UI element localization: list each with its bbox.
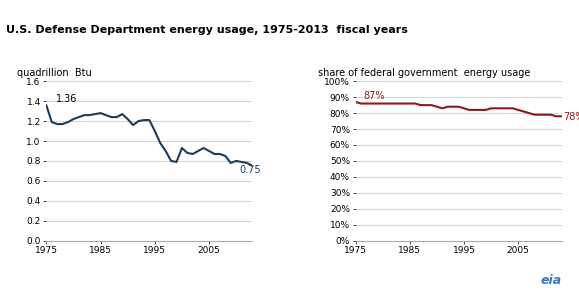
Text: U.S. Defense Department energy usage, 1975-2013  fiscal years: U.S. Defense Department energy usage, 19… xyxy=(6,25,408,35)
Text: eia: eia xyxy=(541,274,562,287)
Text: 0.75: 0.75 xyxy=(239,165,261,175)
Text: 1.36: 1.36 xyxy=(56,94,78,104)
Text: 87%: 87% xyxy=(364,91,385,101)
Text: quadrillion  Btu: quadrillion Btu xyxy=(17,68,92,78)
Text: 78%: 78% xyxy=(563,112,579,122)
Text: share of federal government  energy usage: share of federal government energy usage xyxy=(318,68,531,78)
